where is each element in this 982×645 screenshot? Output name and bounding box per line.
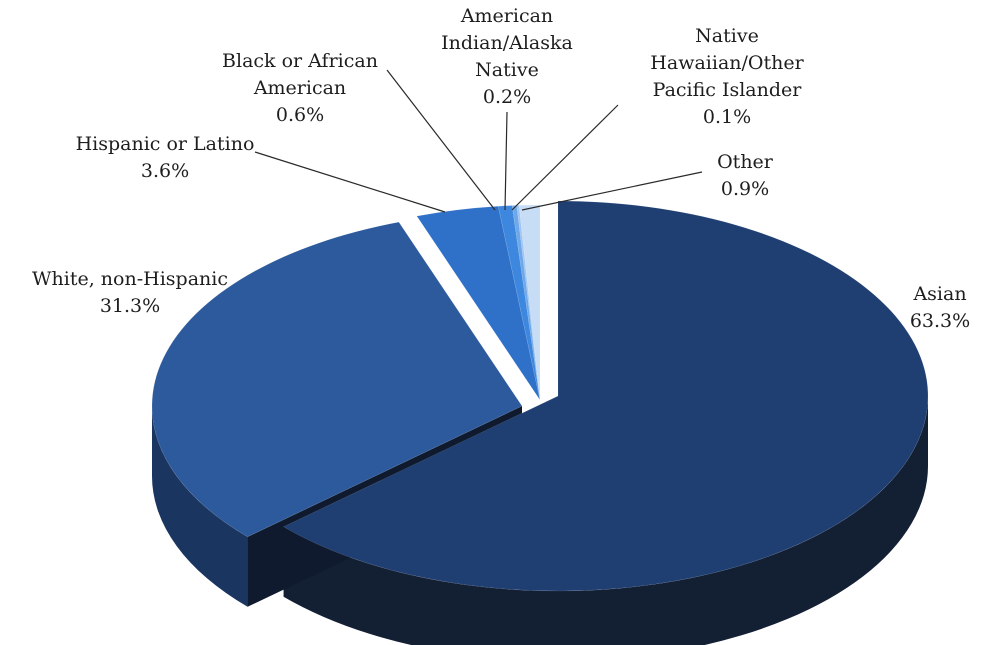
data-label-black-or-african-american: 0.6% — [276, 104, 324, 126]
data-label-other: 0.9% — [721, 178, 769, 200]
slice-asian — [282, 200, 929, 592]
slice-label-other-line-1: Other — [717, 151, 774, 173]
slice-label-american-indian-alaska-native-line-2: Indian/Alaska — [441, 32, 573, 54]
data-label-american-indian-alaska-native: 0.2% — [483, 86, 531, 108]
data-label-native-hawaiian-other-pacific-islander: 0.1% — [703, 106, 751, 128]
leader-line-hispanic-or-latino — [254, 151, 446, 213]
slice-white-non-hispanic — [151, 221, 523, 538]
slice-label-black-or-african-american-line-2: American — [253, 77, 346, 99]
slice-side-white-non-hispanic — [152, 406, 248, 607]
slice-label-black-or-african-american-line-1: Black or African — [222, 50, 378, 72]
slice-label-american-indian-alaska-native-line-3: Native — [475, 59, 539, 81]
slice-labels: Asian 63.3% White, non-Hispanic 31.3% Hispan… — [32, 5, 970, 332]
slice-label-native-hawaiian-other-pacific-islander-line-3: Pacific Islander — [653, 79, 803, 101]
leader-line-american-indian-alaska-native — [504, 111, 508, 211]
data-label-asian: 63.3% — [910, 310, 970, 332]
leader-line-native-hawaiian-other-pacific-islander — [511, 104, 619, 211]
data-label-white-non-hispanic: 31.3% — [100, 295, 160, 317]
slice-label-native-hawaiian-other-pacific-islander-line-1: Native — [695, 25, 759, 47]
slice-label-hispanic-or-latino-line-1: Hispanic or Latino — [76, 133, 255, 155]
slice-label-native-hawaiian-other-pacific-islander-line-2: Hawaiian/Other — [650, 52, 804, 74]
leader-line-other — [521, 171, 703, 211]
slice-label-american-indian-alaska-native-line-1: American — [460, 5, 553, 27]
slice-label-white-non-hispanic-line-1: White, non-Hispanic — [32, 268, 228, 290]
leader-lines — [254, 69, 703, 213]
leader-line-black-or-african-american — [386, 69, 496, 211]
slice-side-asian — [283, 396, 928, 645]
slice-label-asian-line-1: Asian — [912, 283, 966, 305]
slice-hispanic-or-latino — [416, 205, 541, 401]
data-label-hispanic-or-latino: 3.6% — [141, 160, 189, 182]
slice-other — [518, 204, 541, 401]
pie-slices — [151, 200, 929, 592]
